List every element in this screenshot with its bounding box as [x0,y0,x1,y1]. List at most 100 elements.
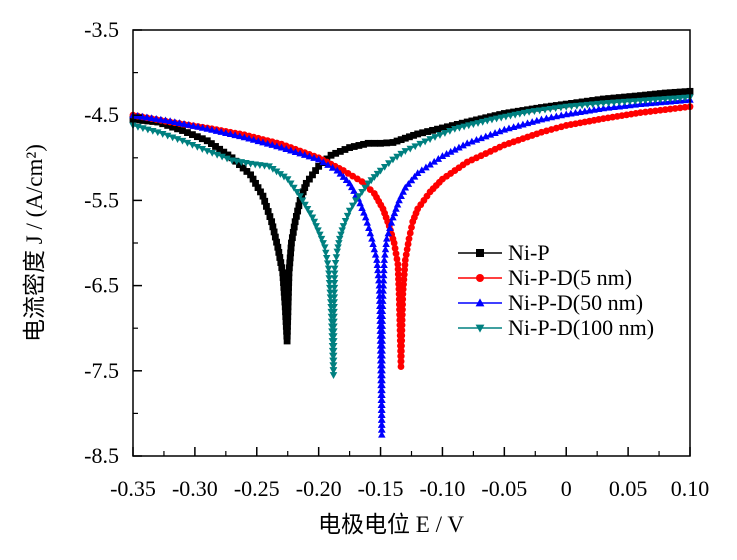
data-point [397,136,405,144]
data-point [296,197,304,204]
data-point [465,122,473,130]
data-point [401,266,409,274]
data-point [321,244,329,252]
data-point [397,150,405,158]
data-point [290,223,298,231]
data-point [378,331,387,339]
data-point [676,88,684,96]
data-point [401,183,410,191]
data-point [259,192,267,200]
data-point [273,238,280,246]
data-point [360,140,367,148]
data-point [407,176,416,184]
data-point [380,266,388,274]
data-point [301,201,309,209]
data-point [562,103,570,111]
data-point [277,259,285,266]
data-point [380,163,389,171]
data-point [310,218,319,226]
data-point [381,250,389,258]
data-point [329,362,338,370]
legend-marker [476,249,484,257]
data-point [316,231,324,239]
data-point [378,376,386,384]
data-point [310,154,318,161]
data-point [455,124,464,132]
data-point [330,289,339,297]
data-point [567,103,576,111]
legend-label: Ni-P [508,240,550,265]
data-point [305,175,313,183]
data-point [325,270,333,278]
data-point [394,265,402,273]
data-point [393,255,401,263]
data-point [343,212,352,220]
data-point [184,121,193,128]
data-point [283,327,291,335]
data-point [339,173,348,180]
data-point [218,153,226,161]
data-point [430,157,438,165]
data-point [378,430,386,438]
data-point [525,108,533,116]
data-point [399,306,406,314]
data-point [279,274,287,282]
data-point [236,132,244,140]
data-point [183,139,192,147]
data-point [397,363,405,370]
data-point [288,234,296,242]
data-point [281,293,288,301]
data-point [264,208,272,215]
data-point [410,131,417,139]
data-point [339,223,348,230]
data-point [383,139,391,147]
data-point [401,261,409,269]
data-point [280,284,288,291]
data-point [290,184,298,192]
data-point [286,254,294,262]
data-point [401,134,409,142]
data-point [309,171,316,179]
data-point [584,97,591,105]
x-tick-label: -0.10 [420,476,466,501]
data-point [324,265,333,273]
y-tick-label: -7.5 [84,358,119,383]
data-point [330,304,338,311]
data-point [386,224,394,231]
data-point [442,150,451,157]
data-point [642,91,649,99]
data-point [378,351,386,359]
data-point [661,96,669,103]
data-point [283,332,291,340]
data-point [285,274,293,282]
data-point [376,167,385,175]
data-point [322,249,330,257]
data-point [384,229,393,237]
data-point [341,217,350,225]
data-point [280,288,288,296]
data-point [330,284,339,292]
y-ticks: -3.5 -4.5 -5.5 -6.5 -7.5 -8.5 [84,17,142,468]
data-point [365,224,373,231]
data-point [370,174,379,181]
data-point [301,151,309,158]
data-point [401,256,409,264]
data-point [273,142,281,150]
x-tick-label: -0.05 [481,476,527,501]
data-point [397,357,405,365]
data-point [573,102,581,110]
data-point [656,90,664,97]
data-point [285,288,292,296]
data-point [337,231,345,239]
data-point [207,140,215,147]
data-point [154,129,162,137]
legend: Ni-PNi-P-D(5 nm)Ni-P-D(50 nm)Ni-P-D(100 … [458,240,654,340]
data-point [474,120,482,127]
data-point [308,214,317,222]
data-point [375,276,383,284]
data-point [398,332,406,339]
data-point [361,213,370,221]
x-ticks: -0.35 -0.30 -0.25 -0.20 -0.15 -0.10 -0.05 0 0.05… [110,447,709,501]
data-point [329,372,338,379]
data-point [378,322,387,329]
